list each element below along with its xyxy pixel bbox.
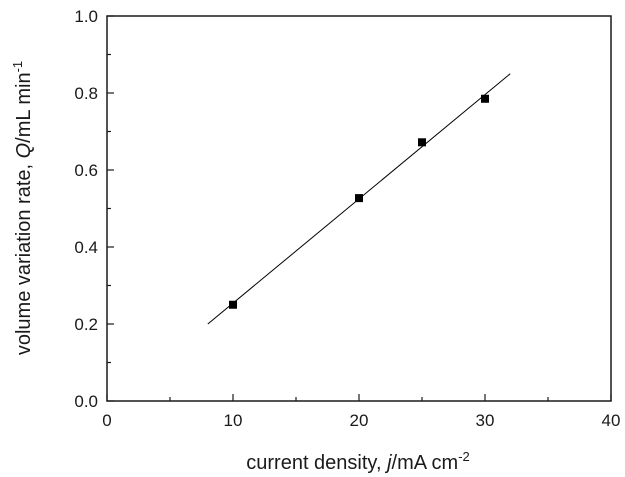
data-points	[229, 94, 489, 309]
y-tick-label: 0.6	[74, 161, 98, 180]
x-tick-label: 40	[602, 411, 621, 430]
axes	[106, 15, 612, 402]
y-axis-title: volume variation rate, Q/mL min-1	[10, 61, 35, 355]
ticks: 0 10 20 30 40 0.0 0.2 0.4 0.6 0.8 1.0	[74, 7, 620, 430]
x-tick-label: 0	[102, 411, 111, 430]
data-point	[418, 138, 426, 147]
y-tick-label: 1.0	[74, 7, 98, 26]
x-tick-label: 20	[350, 411, 369, 430]
data-point	[229, 300, 237, 309]
y-tick-label: 0.2	[74, 315, 98, 334]
data-point	[481, 94, 489, 103]
y-tick-label: 0.0	[74, 392, 98, 411]
y-tick-label: 0.8	[74, 84, 98, 103]
x-tick-label: 30	[476, 411, 495, 430]
plot-frame	[106, 15, 612, 402]
x-tick-label: 10	[224, 411, 243, 430]
y-tick-label: 0.4	[74, 238, 98, 257]
x-axis-title: current density, j/mA cm-2	[246, 449, 470, 474]
data-point	[355, 194, 363, 203]
